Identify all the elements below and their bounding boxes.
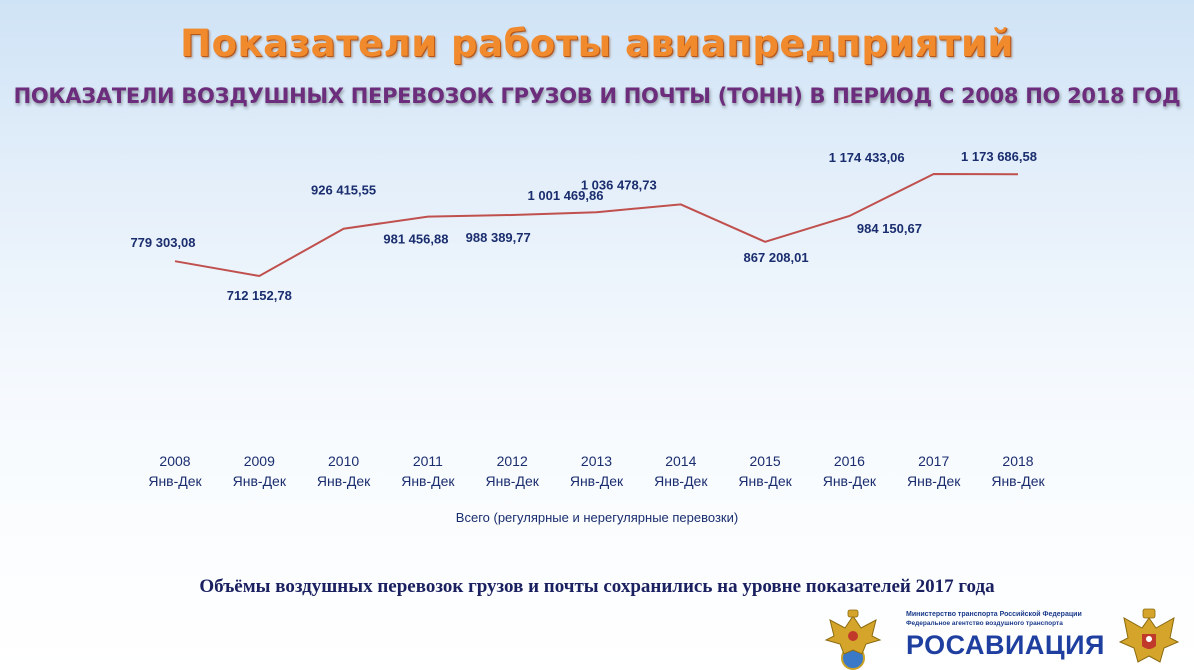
x-tick-year-2015: 2015 xyxy=(750,453,781,469)
data-label-layer: 779 303,08 712 152,78 926 415,55 981 456,88… xyxy=(130,149,1036,303)
x-tick-period-2012: Янв-Дек xyxy=(486,473,540,489)
ministry-line: Министерство транспорта Российской Федер… xyxy=(906,611,1082,618)
x-tick-period-2010: Янв-Дек xyxy=(317,473,371,489)
chart-subtitle: ПОКАЗАТЕЛИ ВОЗДУШНЫХ ПЕРЕВОЗОК ГРУЗОВ И … xyxy=(13,84,1181,108)
x-tick-year-2011: 2011 xyxy=(413,453,443,469)
x-tick-year-2016: 2016 xyxy=(834,453,865,469)
x-tick-year-2008: 2008 xyxy=(159,453,190,469)
cargo-line-chart: 779 303,08 712 152,78 926 415,55 981 456,88… xyxy=(130,149,1045,525)
data-label-2011: 981 456,88 xyxy=(383,232,448,247)
x-tick-period-2009: Янв-Дек xyxy=(233,473,287,489)
data-label-2016: 984 150,67 xyxy=(857,221,922,236)
data-label-2018: 1 173 686,58 xyxy=(961,149,1037,164)
x-tick-period-2011: Янв-Дек xyxy=(401,473,455,489)
x-tick-year-2009: 2009 xyxy=(244,453,275,469)
data-label-2017: 1 174 433,06 xyxy=(829,150,905,165)
logo-name: РОСАВИАЦИЯ xyxy=(906,630,1105,660)
x-tick-period-2018: Янв-Дек xyxy=(991,473,1045,489)
x-tick-period-2014: Янв-Дек xyxy=(654,473,708,489)
logo-ministry-text: Министерство транспорта Российской Федер… xyxy=(906,610,1111,628)
x-tick-year-2014: 2014 xyxy=(665,453,696,469)
data-label-2015: 867 208,01 xyxy=(744,250,809,265)
x-tick-period-2016: Янв-Дек xyxy=(823,473,877,489)
page-title: Показатели работы авиапредприятий xyxy=(180,22,1014,65)
x-tick-year-2012: 2012 xyxy=(497,453,528,469)
data-label-2010: 926 415,55 xyxy=(311,183,376,198)
x-axis-label: Всего (регулярные и нерегулярные перевоз… xyxy=(456,510,738,525)
agency-line: Федеральное агентство воздушного транспо… xyxy=(906,620,1063,627)
series-line-total xyxy=(174,172,1019,278)
data-label-2014: 1 036 478,73 xyxy=(581,177,657,192)
rosaviatsiya-logo: Министерство транспорта Российской Федер… xyxy=(820,604,1190,670)
x-tick-year-2017: 2017 xyxy=(918,453,949,469)
x-axis-ticks: 2008 Янв-Дек 2009 Янв-Дек 2010 Янв-Дек 2011 Янв… xyxy=(148,453,1045,489)
data-label-2008: 779 303,08 xyxy=(130,235,195,250)
series-line-layer xyxy=(174,172,1019,278)
data-label-2009: 712 152,78 xyxy=(227,288,292,303)
x-tick-period-2015: Янв-Дек xyxy=(738,473,792,489)
x-tick-year-2013: 2013 xyxy=(581,453,612,469)
data-label-2012: 988 389,77 xyxy=(466,230,531,245)
x-tick-year-2010: 2010 xyxy=(328,453,359,469)
x-tick-period-2008: Янв-Дек xyxy=(148,473,202,489)
russian-coat-of-arms-emblem xyxy=(1118,608,1180,663)
double-headed-eagle-emblem-left xyxy=(824,609,882,670)
x-tick-period-2013: Янв-Дек xyxy=(570,473,624,489)
data-label-2013: 1 001 469,86 xyxy=(528,188,604,203)
footer-note: Объёмы воздушных перевозок грузов и почт… xyxy=(199,576,995,597)
x-tick-year-2018: 2018 xyxy=(1002,453,1033,469)
x-tick-period-2017: Янв-Дек xyxy=(907,473,961,489)
